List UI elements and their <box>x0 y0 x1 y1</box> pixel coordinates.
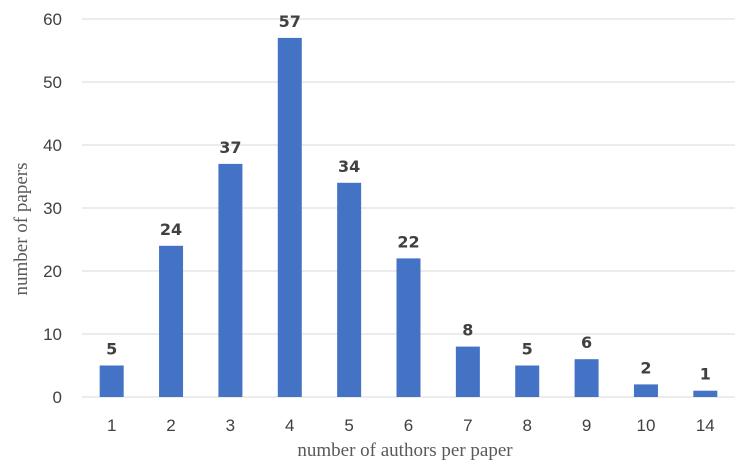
x-axis-ticks: 1 2 3 4 5 6 7 8 9 10 14 <box>107 416 715 435</box>
y-tick-label: 40 <box>43 136 62 155</box>
x-tick-label: 6 <box>404 416 413 435</box>
data-label: 34 <box>338 157 360 176</box>
x-tick-label: 5 <box>344 416 353 435</box>
bar <box>574 359 599 397</box>
y-axis-title: number of papers <box>11 163 32 296</box>
x-tick-label: 9 <box>582 416 591 435</box>
data-label: 22 <box>397 232 419 251</box>
data-label: 37 <box>219 138 241 157</box>
x-tick-label: 1 <box>107 416 116 435</box>
data-label: 6 <box>581 333 592 352</box>
bar <box>277 37 302 398</box>
data-label: 5 <box>106 340 117 359</box>
x-axis-title: number of authors per paper <box>297 440 513 461</box>
x-tick-label: 10 <box>636 416 655 435</box>
bar <box>455 346 480 397</box>
data-label: 57 <box>279 12 301 31</box>
data-label: 2 <box>640 358 651 377</box>
x-tick-label: 7 <box>463 416 472 435</box>
data-label: 24 <box>160 220 182 239</box>
data-label: 8 <box>462 321 473 340</box>
data-label: 5 <box>522 340 533 359</box>
bars <box>99 37 718 398</box>
x-tick-label: 2 <box>166 416 175 435</box>
bar <box>218 163 243 397</box>
bar <box>693 390 718 397</box>
bar <box>515 365 540 397</box>
data-label: 1 <box>700 365 711 384</box>
x-tick-label: 3 <box>226 416 235 435</box>
y-tick-label: 50 <box>43 73 62 92</box>
bar <box>159 245 184 397</box>
y-tick-label: 30 <box>43 199 62 218</box>
bar <box>337 182 362 397</box>
x-tick-label: 14 <box>696 416 715 435</box>
y-tick-label: 60 <box>43 10 62 29</box>
y-tick-label: 20 <box>43 262 62 281</box>
y-tick-label: 0 <box>53 388 62 407</box>
y-axis-ticks: 0 10 20 30 40 50 60 <box>43 10 62 407</box>
bar <box>99 365 124 397</box>
data-labels: 5 24 37 57 34 22 8 5 6 2 1 <box>106 12 711 384</box>
x-tick-label: 8 <box>522 416 531 435</box>
bar <box>633 384 658 397</box>
x-tick-label: 4 <box>285 416 294 435</box>
y-tick-label: 10 <box>43 325 62 344</box>
bar <box>396 258 421 397</box>
